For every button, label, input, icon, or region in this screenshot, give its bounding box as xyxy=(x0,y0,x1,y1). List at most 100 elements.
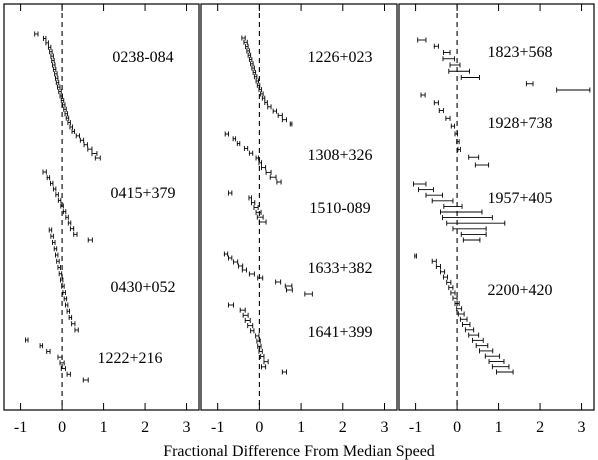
source-series: 1633+382 xyxy=(223,251,373,297)
data-point xyxy=(260,354,265,360)
source-series: 1957+405 xyxy=(413,181,553,243)
data-point xyxy=(42,169,47,175)
data-point xyxy=(248,195,252,201)
data-point xyxy=(63,296,68,302)
x-tick-label: -1 xyxy=(14,419,27,436)
source-label: 2200+420 xyxy=(487,282,552,299)
data-point xyxy=(252,69,257,75)
data-point xyxy=(54,252,59,258)
data-point xyxy=(87,237,93,243)
source-label: 1641+399 xyxy=(307,324,372,341)
source-series: 1226+023 xyxy=(241,35,373,127)
data-point xyxy=(51,58,55,64)
data-point xyxy=(435,264,441,270)
x-axis-label: Fractional Difference From Median Speed xyxy=(163,443,435,460)
data-point xyxy=(433,100,439,106)
data-point xyxy=(258,348,263,354)
data-point xyxy=(243,145,249,151)
x-tick-label: 2 xyxy=(339,419,347,436)
data-point xyxy=(260,91,264,97)
data-point xyxy=(52,62,56,68)
data-point xyxy=(440,209,483,215)
data-point xyxy=(414,253,417,259)
source-series: 0430+052 xyxy=(48,227,176,333)
x-tick-label: 0 xyxy=(453,419,461,436)
data-point xyxy=(442,215,493,221)
data-point xyxy=(62,290,66,295)
data-point xyxy=(257,343,262,349)
source-series: 0415+379 xyxy=(42,169,176,243)
data-point xyxy=(48,227,53,233)
data-point xyxy=(248,57,253,62)
data-point xyxy=(69,124,73,130)
data-point xyxy=(263,359,269,365)
data-point xyxy=(258,160,262,166)
data-point xyxy=(442,50,451,55)
data-point xyxy=(94,155,101,161)
data-point xyxy=(462,237,481,243)
data-point xyxy=(452,226,487,232)
data-point xyxy=(255,78,259,84)
data-point xyxy=(456,306,463,312)
data-point xyxy=(39,343,44,349)
data-point xyxy=(258,87,262,93)
data-point xyxy=(61,283,65,289)
data-point xyxy=(446,279,452,285)
data-point xyxy=(264,100,268,105)
chart-panel-3: -1 0 1 2 3 1823+568 1928+738 1957+405 2200+420 xyxy=(398,3,595,436)
data-point xyxy=(438,108,444,114)
chart-panel-1: -1 0 1 2 3 0238-084 0415+379 0430+052 1222+216 xyxy=(3,3,200,436)
data-point xyxy=(443,203,463,209)
panel-frame xyxy=(200,3,398,411)
data-point xyxy=(73,231,78,237)
data-point xyxy=(433,43,439,49)
data-point xyxy=(71,321,76,327)
data-point xyxy=(224,131,229,137)
data-point xyxy=(491,364,510,370)
source-label: 1226+023 xyxy=(307,49,372,66)
source-series: 1222+216 xyxy=(25,337,163,383)
data-point xyxy=(250,328,255,334)
data-point xyxy=(228,190,233,196)
data-point xyxy=(251,65,255,71)
data-point xyxy=(442,56,456,62)
data-point xyxy=(59,277,64,283)
data-point xyxy=(479,348,494,354)
x-tick-label: 0 xyxy=(58,419,66,436)
data-point xyxy=(57,197,62,203)
x-tick-label: 1 xyxy=(297,419,305,436)
source-label: 0430+052 xyxy=(110,279,175,296)
data-point xyxy=(83,142,88,148)
data-point xyxy=(52,66,57,72)
data-point xyxy=(261,165,267,171)
data-point xyxy=(255,155,259,161)
data-point xyxy=(52,240,56,245)
data-point xyxy=(67,220,72,226)
data-point xyxy=(55,192,59,198)
data-point xyxy=(454,131,458,137)
data-point xyxy=(242,312,249,318)
data-point xyxy=(64,111,68,117)
source-label: 1928+738 xyxy=(487,115,552,132)
data-point xyxy=(431,198,454,204)
data-point xyxy=(228,255,233,261)
data-point xyxy=(67,120,71,126)
source-label: 1222+216 xyxy=(97,350,162,367)
x-tick-label: -1 xyxy=(211,419,224,436)
data-point xyxy=(65,115,70,121)
data-point xyxy=(440,269,446,275)
data-point xyxy=(34,31,39,37)
data-point xyxy=(475,343,489,349)
data-point xyxy=(304,291,313,297)
data-point xyxy=(256,338,261,344)
x-tick-label: 1 xyxy=(495,419,503,436)
x-tick-label: 1 xyxy=(100,419,108,436)
source-label: 0415+379 xyxy=(110,185,175,202)
data-point xyxy=(241,35,246,41)
data-point xyxy=(82,377,89,383)
data-point xyxy=(236,141,241,147)
data-point xyxy=(468,332,480,338)
data-point xyxy=(450,290,456,296)
data-point xyxy=(484,353,500,359)
data-point xyxy=(417,37,427,43)
